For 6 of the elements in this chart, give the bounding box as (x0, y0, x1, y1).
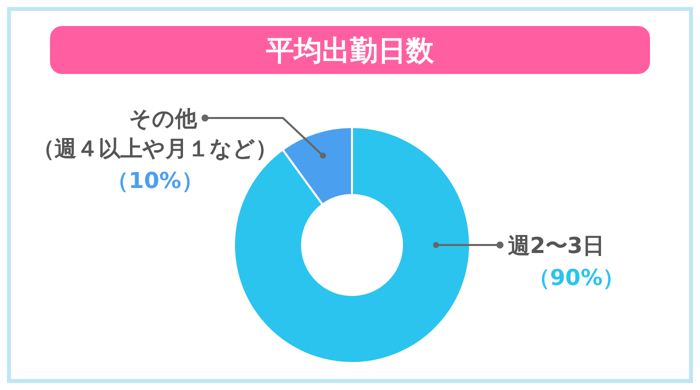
data-label: （90%） (528, 266, 625, 291)
slice-label: 週2〜3日 (508, 234, 605, 259)
donut-slice (233, 126, 471, 364)
data-label: （10%） (106, 169, 204, 194)
slice-label: その他（週４以上や月１など） (32, 107, 278, 162)
chart-title: 平均出勤日数 (265, 34, 435, 67)
